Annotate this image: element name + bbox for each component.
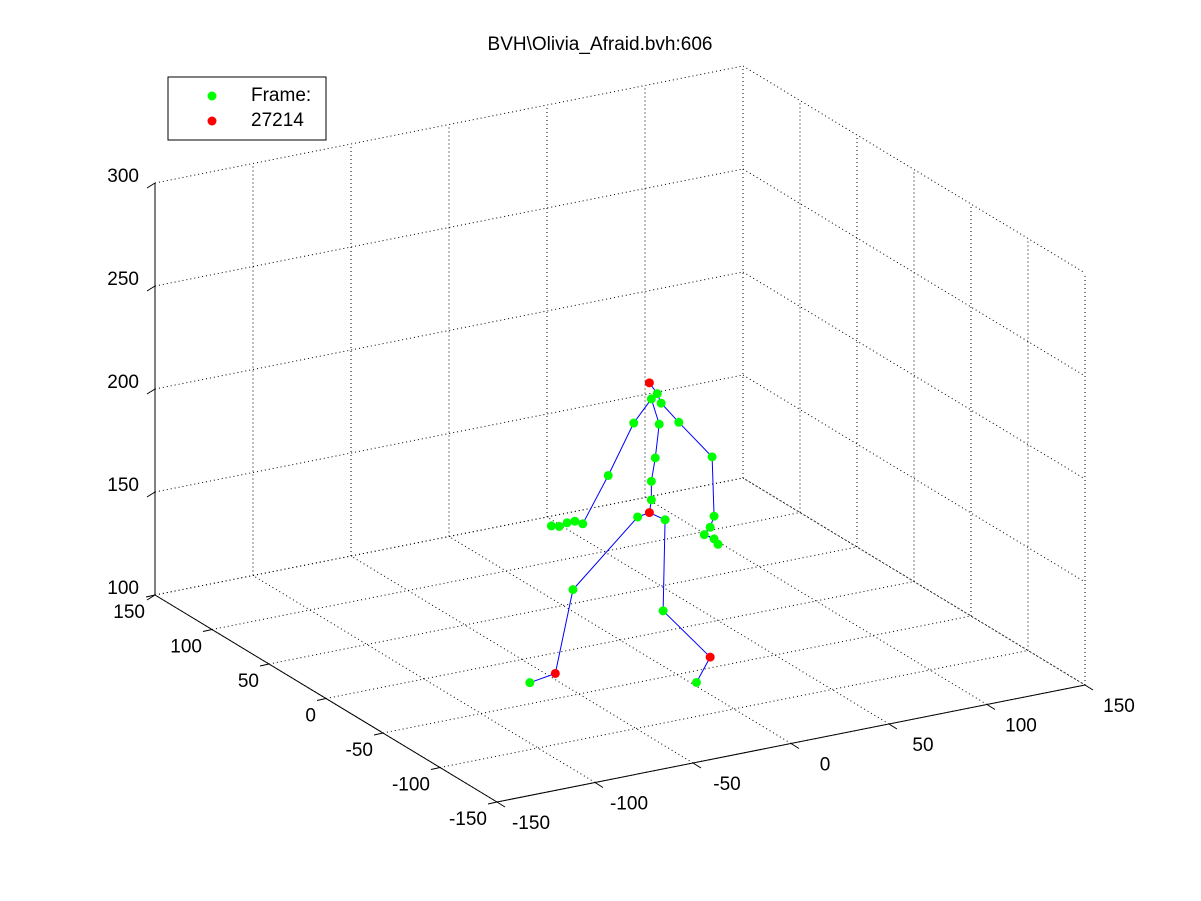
z-tick-label: 150 (107, 475, 139, 496)
x-tick-label: 150 (1103, 696, 1135, 717)
y-tick (259, 663, 270, 667)
point (660, 515, 670, 525)
x-tick-label: -150 (512, 813, 550, 834)
point (550, 668, 560, 678)
x-tick (496, 801, 506, 808)
y-tick (202, 629, 213, 632)
y-tick (430, 767, 441, 770)
x-tick-label: -50 (713, 774, 740, 795)
bone-line (529, 672, 556, 684)
point (713, 539, 723, 549)
z-tick-label: 100 (107, 578, 139, 599)
y-tick-label: -150 (449, 809, 487, 830)
point (646, 394, 656, 404)
z-tick (146, 182, 156, 189)
point (570, 516, 580, 526)
z-tick-label: 300 (107, 166, 139, 187)
legend-label: Frame: (251, 85, 311, 106)
z-tick-label: 250 (107, 269, 139, 290)
point (709, 511, 719, 521)
point (629, 418, 639, 428)
y-tick-label: 0 (305, 706, 316, 727)
x-tick (888, 723, 898, 730)
legend-marker (207, 91, 217, 101)
point (546, 521, 556, 531)
bone-line (662, 610, 711, 658)
x-tick-label: 100 (1005, 716, 1037, 737)
point (658, 606, 668, 616)
point (705, 522, 715, 532)
point (603, 470, 613, 480)
point (644, 378, 654, 388)
y-tick (316, 698, 327, 701)
y-tick-label: -100 (392, 775, 430, 796)
legend-box (167, 76, 327, 141)
point (699, 530, 709, 540)
point (578, 519, 588, 529)
x-tick (790, 743, 800, 749)
y-tick-label: 100 (170, 637, 202, 658)
point (705, 652, 715, 662)
bone-line (696, 656, 711, 683)
point (650, 453, 660, 463)
y-tick (373, 732, 384, 736)
legend-label: 27214 (251, 110, 304, 131)
y-tick-label: 150 (113, 602, 145, 623)
bone-line (678, 421, 713, 458)
bone-line (554, 589, 574, 674)
y-tick-label: 50 (238, 671, 259, 692)
x-tick (1084, 684, 1094, 691)
z-tick (146, 491, 156, 498)
point (674, 417, 684, 427)
bone-line (711, 456, 715, 517)
x-tick (986, 704, 996, 710)
point (654, 419, 664, 429)
z-tick (146, 285, 156, 292)
bone-line (582, 475, 609, 525)
point (525, 678, 535, 688)
chart-title: BVH\Olivia_Afraid.bvh:606 (488, 34, 713, 55)
point (646, 495, 656, 505)
point (646, 476, 656, 486)
y-tick (145, 594, 156, 598)
x-tick-label: -100 (610, 794, 648, 815)
point (568, 585, 578, 595)
z-tick-label: 200 (107, 372, 139, 393)
bone-line (662, 519, 666, 611)
legend-marker (207, 116, 217, 126)
y-tick-label: -50 (346, 740, 373, 761)
point (691, 677, 701, 687)
x-tick (594, 782, 604, 788)
bone-line (607, 422, 635, 476)
z-tick (146, 594, 156, 601)
point (644, 508, 654, 518)
point (554, 521, 564, 531)
x-tick-label: 50 (912, 735, 933, 756)
x-tick-label: 0 (820, 755, 831, 776)
x-tick (692, 762, 702, 769)
point (707, 452, 717, 462)
point (652, 389, 662, 399)
z-tick (146, 388, 156, 395)
point (656, 398, 666, 408)
bone-line (633, 398, 652, 424)
point (562, 518, 572, 528)
y-tick (487, 801, 498, 805)
point (633, 512, 643, 522)
bone-line (654, 424, 660, 458)
bone-line (572, 516, 639, 590)
